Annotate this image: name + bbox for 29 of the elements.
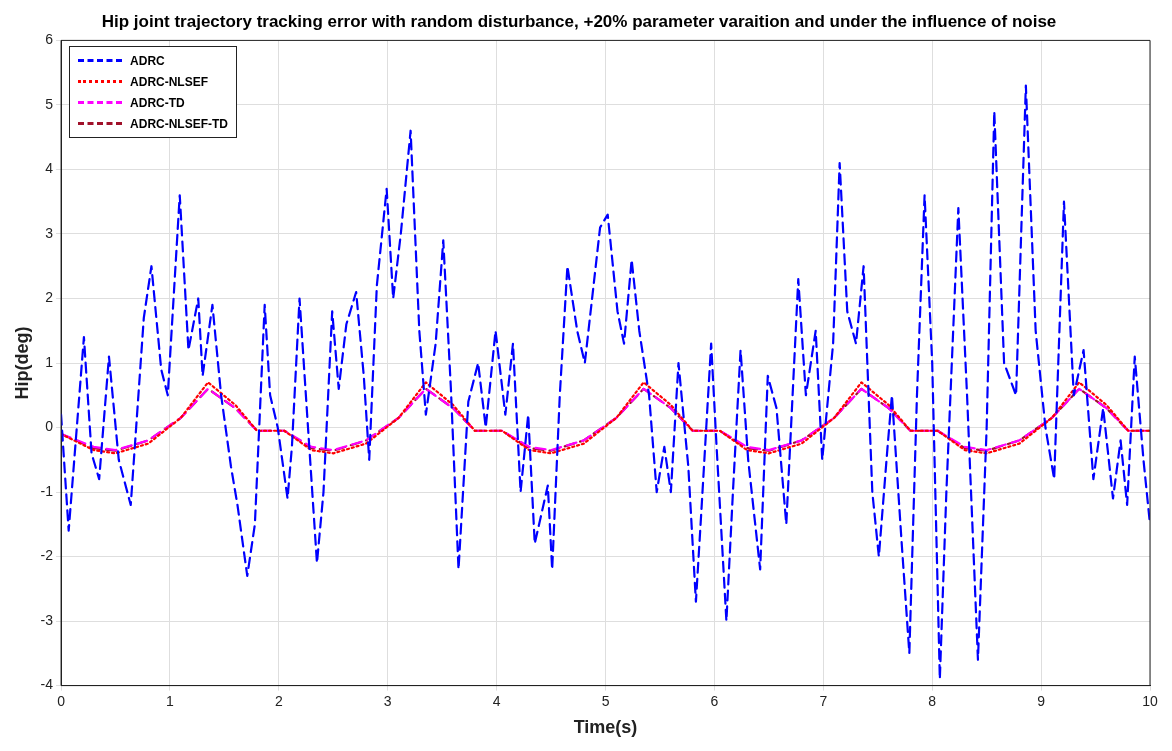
legend-label: ADRC-NLSEF — [130, 74, 209, 89]
x-tick-label: 7 — [819, 692, 828, 709]
x-tick-label: 6 — [710, 692, 719, 709]
x-tick-label: 10 — [1142, 692, 1158, 709]
legend-label: ADRC-TD — [130, 95, 185, 110]
y-tick-label: -2 — [40, 547, 54, 564]
x-tick-label: 8 — [928, 692, 937, 709]
x-tick-label: 1 — [166, 692, 175, 709]
x-tick-label: 3 — [383, 692, 392, 709]
y-axis-title: Hip(deg) — [11, 326, 32, 400]
y-tick-label: 2 — [45, 289, 54, 306]
legend-label: ADRC — [130, 53, 165, 68]
y-tick-label: -4 — [40, 676, 54, 693]
y-tick-label: 1 — [45, 353, 54, 370]
x-tick-label: 9 — [1037, 692, 1046, 709]
y-tick-label: -3 — [40, 611, 54, 628]
y-tick-label: 5 — [45, 95, 54, 112]
y-tick-label: 6 — [45, 31, 54, 48]
x-tick-label: 4 — [492, 692, 501, 709]
chart-title: Hip joint trajectory tracking error with random disturbance, +20% parameter varaition and under the influence of noise — [101, 11, 1057, 31]
legend-label: ADRC-NLSEF-TD — [130, 116, 229, 131]
y-tick-label: 0 — [45, 418, 54, 435]
y-tick-label: 3 — [45, 224, 54, 241]
x-axis-title: Time(s) — [573, 717, 638, 738]
y-tick-label: -1 — [40, 482, 54, 499]
y-tick-label: 4 — [45, 160, 54, 177]
x-tick-label: 5 — [601, 692, 610, 709]
x-tick-label: 0 — [57, 692, 66, 709]
x-tick-label: 2 — [274, 692, 283, 709]
